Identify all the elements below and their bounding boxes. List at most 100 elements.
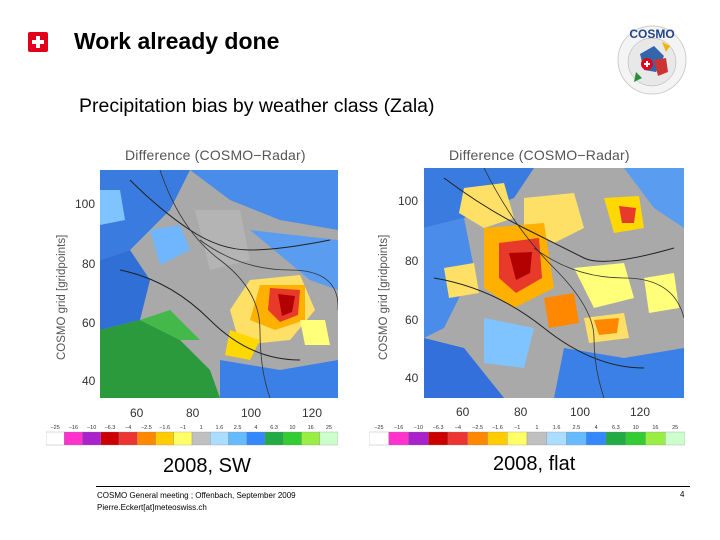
colorbar-right: −25 −16 −10 −6.3 −4 −2.5 −1.6 −1 1 1.6 2.5 4 6.3 10 16… [369, 425, 685, 446]
colorbar-label: 1 [535, 425, 538, 431]
map-title-left: Difference (COSMO−Radar) [125, 147, 306, 163]
colorbar-label: −25 [50, 425, 59, 431]
colorbar-swatch [173, 431, 193, 446]
colorbar-label: 25 [326, 425, 332, 431]
xtick-left-120: 120 [302, 406, 323, 420]
colorbar-swatch [283, 431, 302, 446]
colorbar-swatch [586, 431, 607, 446]
map-ylabel-left: COSMO grid [gridpoints] [56, 234, 68, 360]
colorbar-label: 25 [672, 425, 678, 431]
colorbar-swatch [507, 431, 528, 446]
colorbar-label: −10 [87, 425, 96, 431]
colorbar-label: −6.3 [433, 425, 444, 431]
ytick-right-40: 40 [405, 371, 419, 385]
colorbar-swatch [118, 431, 138, 446]
map-title-right: Difference (COSMO−Radar) [449, 147, 630, 163]
colorbar-label: 16 [308, 425, 314, 431]
xtick-left-60: 60 [130, 406, 144, 420]
colorbar-label: −4 [125, 425, 131, 431]
colorbar-label: 10 [289, 425, 295, 431]
colorbar-swatch [264, 431, 284, 446]
colorbar-swatch [408, 431, 429, 446]
precipitation-map-right [424, 168, 684, 398]
colorbar-label: 2.5 [573, 425, 581, 431]
slide-title: Work already done [74, 28, 280, 54]
colorbar-swatch [526, 431, 547, 446]
colorbar-swatch [64, 431, 83, 446]
colorbar-label: −2.5 [472, 425, 483, 431]
colorbar-swatch [566, 431, 587, 446]
colorbar-label: −1.6 [159, 425, 170, 431]
colorbar-label: −1 [180, 425, 186, 431]
colorbar-label: −1.6 [492, 425, 503, 431]
footer-email: Pierre.Eckert[at]meteoswiss.ch [97, 503, 207, 512]
colorbar-label: −4 [455, 425, 461, 431]
colorbar-swatch [319, 431, 338, 446]
colorbar-label: 1 [200, 425, 203, 431]
colorbar-swatch [210, 431, 229, 446]
swiss-flag-icon [28, 32, 48, 52]
colorbar-label: 2.5 [234, 425, 242, 431]
ytick-right-100: 100 [398, 194, 419, 208]
colorbar-swatch [301, 431, 320, 446]
xtick-right-120: 120 [630, 405, 651, 419]
logo-text: COSMO [629, 27, 674, 41]
ytick-left-60: 60 [82, 316, 96, 330]
colorbar-label: −6.3 [104, 425, 115, 431]
colorbar-swatch [369, 431, 389, 446]
xtick-right-80: 80 [514, 405, 528, 419]
colorbar-swatch [137, 431, 156, 446]
xtick-left-100: 100 [241, 406, 262, 420]
colorbar-label: 16 [652, 425, 658, 431]
colorbar-swatch [546, 431, 567, 446]
colorbar-swatch [388, 431, 409, 446]
ytick-right-60: 60 [405, 313, 419, 327]
colorbar-swatch [665, 431, 685, 446]
colorbar-label: 1.6 [216, 425, 224, 431]
colorbar-swatch [625, 431, 646, 446]
colorbar-swatch [228, 431, 247, 446]
page-number: 4 [680, 490, 685, 499]
colorbar-label: 10 [633, 425, 639, 431]
colorbar-swatch [487, 431, 508, 446]
footer-meeting: COSMO General meeting ; Offenbach, Septe… [97, 491, 296, 500]
ytick-left-100: 100 [75, 197, 96, 211]
colorbar-swatch [155, 431, 174, 446]
caption-right: 2008, flat [493, 453, 576, 475]
colorbar-label: −10 [414, 425, 423, 431]
colorbar-label: 6.3 [270, 425, 278, 431]
colorbar-label: −25 [374, 425, 383, 431]
colorbar-swatch [428, 431, 449, 446]
caption-left: 2008, SW [163, 455, 251, 477]
colorbar-swatch [246, 431, 266, 446]
ytick-left-40: 40 [82, 374, 96, 388]
colorbar-label: 4 [254, 425, 257, 431]
ytick-right-80: 80 [405, 254, 419, 268]
colorbar-swatch [467, 431, 488, 446]
cosmo-logo: COSMO [617, 25, 687, 95]
colorbar-label: 4 [595, 425, 598, 431]
map-ylabel-right: COSMO grid [gridpoints] [378, 234, 390, 360]
slide-subtitle: Precipitation bias by weather class (Zal… [79, 95, 435, 117]
colorbar-label: −16 [394, 425, 403, 431]
colorbar-label: −2.5 [141, 425, 152, 431]
xtick-left-80: 80 [186, 406, 200, 420]
colorbar-swatch [191, 431, 211, 446]
colorbar-swatch [605, 431, 626, 446]
xtick-right-100: 100 [570, 405, 591, 419]
colorbar-left: −25 −16 −10 −6.3 −4 −2.5 −1.6 −1 1 1.6 2.5 4 6.3 10 16… [46, 425, 338, 446]
colorbar-swatch [82, 431, 101, 446]
colorbar-label: 6.3 [612, 425, 620, 431]
xtick-right-60: 60 [456, 405, 470, 419]
footer-divider [96, 486, 690, 487]
precipitation-map-left [100, 170, 338, 398]
colorbar-label: 1.6 [553, 425, 561, 431]
footer-text: COSMO General meeting ; Offenbach, Septe… [97, 490, 296, 514]
colorbar-label: −16 [69, 425, 78, 431]
colorbar-label: −1 [514, 425, 520, 431]
colorbar-swatch [100, 431, 120, 446]
colorbar-swatch [645, 431, 666, 446]
colorbar-swatch [46, 431, 65, 446]
ytick-left-80: 80 [82, 257, 96, 271]
